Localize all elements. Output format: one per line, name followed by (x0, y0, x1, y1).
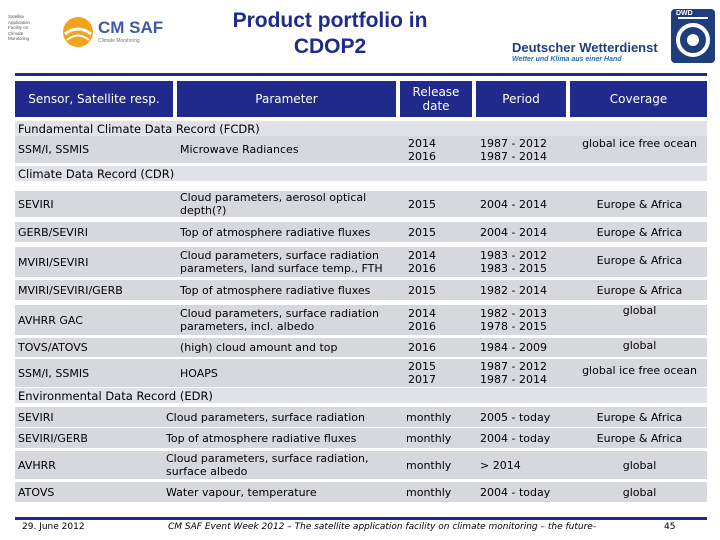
cell-sensor: MVIRI/SEVIRI (18, 255, 89, 269)
table-row: TOVS/ATOVS (high) cloud amount and top 2… (15, 338, 707, 357)
col-header-sensor: Sensor, Satellite resp. (15, 81, 173, 117)
table-row: SSM/I, SSMIS HOAPS 2015 2017 1987 - 2012… (15, 359, 707, 387)
cell-coverage: Europe & Africa (596, 410, 683, 424)
cell-release: 2014 2016 (408, 249, 436, 275)
cell-sensor: SSM/I, SSMIS (18, 143, 90, 156)
footer-date: 29. June 2012 (22, 522, 85, 532)
cm-saf-subline: Climate Monitoring (98, 38, 140, 44)
cell-parameter: Cloud parameters, surface radiation para… (180, 249, 383, 275)
cell-period: 1987 - 2012 1987 - 2014 (480, 136, 547, 163)
cell-parameter: Cloud parameters, surface radiation (166, 410, 365, 424)
cell-period: 2005 - today (480, 410, 551, 424)
cell-release: monthly (406, 458, 452, 472)
cell-sensor: TOVS/ATOVS (18, 341, 88, 354)
cell-release: 2014 2016 (408, 136, 436, 163)
dwd-emblem-icon (671, 9, 715, 63)
cell-release: 2014 2016 (408, 307, 436, 333)
cell-coverage: Europe & Africa (596, 225, 683, 239)
cell-sensor: SSM/I, SSMIS (18, 366, 90, 380)
dwd-tagline: Wetter und Klima aus einer Hand (512, 56, 622, 63)
cell-sensor: AVHRR (18, 458, 56, 472)
cell-release: 2016 (408, 341, 436, 354)
col-header-release: Release date (400, 81, 472, 117)
cm-saf-sun-icon (63, 17, 93, 47)
footer-event: CM SAF Event Week 2012 – The satellite a… (168, 522, 597, 532)
cm-saf-logo: Satellite Application Facility on Climat… (4, 12, 164, 52)
cell-period: > 2014 (480, 458, 521, 472)
cell-release: 2015 (408, 225, 436, 239)
cell-release: 2015 2017 (408, 360, 436, 386)
cell-coverage: Europe & Africa (596, 197, 683, 211)
section-cdr: Climate Data Record (CDR) (15, 166, 707, 181)
cell-period: 1984 - 2009 (480, 341, 547, 354)
cell-period: 2004 - 2014 (480, 225, 547, 239)
cell-sensor: GERB/SEVIRI (18, 225, 88, 239)
dwd-abbr: DWD (676, 10, 693, 17)
cell-parameter: Top of atmosphere radiative fluxes (166, 431, 357, 445)
cell-sensor: AVHRR GAC (18, 313, 83, 327)
table-row: AVHRR Cloud parameters, surface radiatio… (15, 451, 707, 479)
cell-release: monthly (406, 485, 452, 499)
col-header-coverage: Coverage (570, 81, 707, 117)
cell-sensor: SEVIRI/GERB (18, 431, 88, 445)
cell-coverage: Europe & Africa (596, 431, 683, 445)
table-row: AVHRR GAC Cloud parameters, surface radi… (15, 303, 707, 335)
cell-sensor: ATOVS (18, 485, 55, 499)
cell-coverage: global ice free ocean (582, 136, 697, 150)
cell-coverage: Europe & Africa (596, 253, 683, 267)
table-row: SEVIRI/GERB Top of atmosphere radiative … (15, 428, 707, 448)
cell-parameter: HOAPS (180, 366, 218, 380)
cell-release: monthly (406, 410, 452, 424)
cell-parameter: Top of atmosphere radiative fluxes (180, 283, 371, 297)
cell-release: monthly (406, 431, 452, 445)
cell-parameter: Water vapour, temperature (166, 485, 317, 499)
cell-coverage: global (622, 458, 657, 472)
cell-period: 2004 - today (480, 431, 551, 445)
cell-sensor: SEVIRI (18, 410, 54, 424)
cell-coverage: global (622, 339, 657, 352)
table-row: MVIRI/SEVIRI/GERB Top of atmosphere radi… (15, 280, 707, 300)
cm-saf-name: CM SAF (98, 18, 164, 37)
cell-coverage: global ice free ocean (582, 363, 697, 377)
table-row: GERB/SEVIRI Top of atmosphere radiative … (15, 222, 707, 242)
cell-release: 2015 (408, 197, 436, 211)
table-row: MVIRI/SEVIRI Cloud parameters, surface r… (15, 247, 707, 277)
page-title: Product portfolio in CDOP2 (232, 9, 428, 58)
header-rule (15, 73, 707, 76)
cell-period: 1983 - 2012 1983 - 2015 (480, 249, 547, 275)
cell-release: 2015 (408, 283, 436, 297)
cell-period: 1982 - 2014 (480, 283, 547, 297)
dwd-name: Deutscher Wetterdienst (512, 40, 658, 55)
table-row: SEVIRI Cloud parameters, aerosol optical… (15, 191, 707, 217)
cell-parameter: Cloud parameters, surface radiation para… (180, 307, 379, 333)
cell-sensor: MVIRI/SEVIRI/GERB (18, 283, 123, 297)
table-row: SEVIRI Cloud parameters, surface radiati… (15, 407, 707, 427)
section-fcdr: Fundamental Climate Data Record (FCDR) (15, 121, 707, 136)
cell-parameter: Cloud parameters, surface radiation, sur… (166, 452, 369, 478)
section-edr: Environmental Data Record (EDR) (15, 388, 707, 403)
cell-sensor: SEVIRI (18, 197, 54, 211)
cell-coverage: Europe & Africa (596, 283, 683, 297)
cell-period: 2004 - today (480, 485, 551, 499)
cell-parameter: Top of atmosphere radiative fluxes (180, 225, 371, 239)
cell-parameter: (high) cloud amount and top (180, 341, 338, 354)
page-number: 45 (664, 522, 676, 532)
cell-period: 1987 - 2012 1987 - 2014 (480, 360, 547, 386)
cell-parameter: Microwave Radiances (180, 143, 299, 156)
logo-small-text: Satellite Application Facility on Climat… (8, 14, 31, 41)
footer-rule (15, 517, 707, 520)
col-header-period: Period (476, 81, 566, 117)
cell-period: 2004 - 2014 (480, 197, 547, 211)
cell-coverage: global (622, 485, 657, 499)
cell-coverage: global (622, 303, 657, 317)
table-row: ATOVS Water vapour, temperature monthly … (15, 482, 707, 502)
cell-period: 1982 - 2013 1978 - 2015 (480, 307, 547, 333)
table-row: SSM/I, SSMIS Microwave Radiances 2014 20… (15, 136, 707, 163)
cell-parameter: Cloud parameters, aerosol optical depth(… (180, 191, 367, 217)
col-header-parameter: Parameter (177, 81, 396, 117)
dwd-logo: DWD Deutscher Wetterdienst Wetter und Kl… (510, 6, 718, 66)
